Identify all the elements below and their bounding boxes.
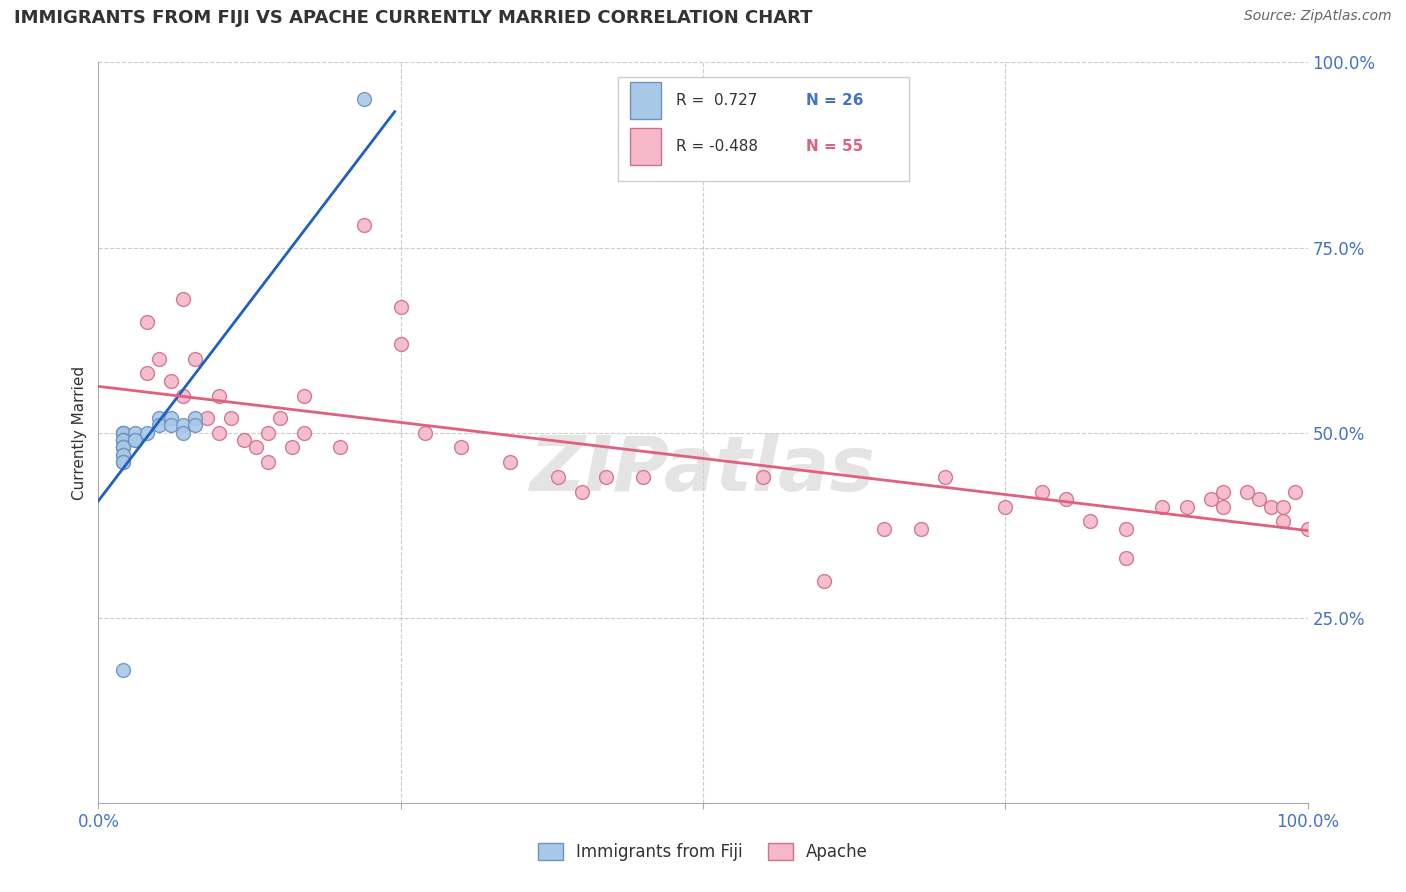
- Text: ZIPatlas: ZIPatlas: [530, 433, 876, 507]
- Point: [232, 433, 254, 447]
- Point: [1249, 492, 1271, 507]
- Point: [292, 388, 315, 402]
- Point: [111, 425, 134, 440]
- Point: [1078, 515, 1101, 529]
- Point: [208, 388, 231, 402]
- Point: [195, 410, 218, 425]
- Text: N = 55: N = 55: [806, 139, 863, 154]
- Point: [1212, 500, 1234, 514]
- Point: [934, 470, 956, 484]
- Y-axis label: Currently Married: Currently Married: [72, 366, 87, 500]
- Point: [111, 433, 134, 447]
- Point: [269, 410, 291, 425]
- Point: [631, 470, 654, 484]
- Point: [148, 410, 170, 425]
- Point: [184, 351, 207, 366]
- Point: [547, 470, 569, 484]
- Point: [172, 425, 194, 440]
- Point: [1272, 515, 1295, 529]
- Point: [148, 351, 170, 366]
- Point: [571, 484, 593, 499]
- Text: IMMIGRANTS FROM FIJI VS APACHE CURRENTLY MARRIED CORRELATION CHART: IMMIGRANTS FROM FIJI VS APACHE CURRENTLY…: [14, 9, 813, 27]
- Point: [135, 367, 157, 381]
- Point: [111, 455, 134, 469]
- Point: [135, 314, 157, 328]
- Text: R = -0.488: R = -0.488: [676, 139, 758, 154]
- Text: Source: ZipAtlas.com: Source: ZipAtlas.com: [1244, 9, 1392, 23]
- Point: [1260, 500, 1282, 514]
- Point: [281, 441, 304, 455]
- Point: [873, 522, 896, 536]
- Point: [160, 410, 183, 425]
- Point: [111, 663, 134, 677]
- Point: [111, 455, 134, 469]
- Point: [353, 219, 375, 233]
- Point: [1284, 484, 1306, 499]
- Point: [184, 418, 207, 433]
- Point: [111, 448, 134, 462]
- Point: [111, 448, 134, 462]
- FancyBboxPatch shape: [619, 78, 908, 181]
- Point: [389, 300, 412, 314]
- Point: [1236, 484, 1258, 499]
- Point: [124, 425, 146, 440]
- Point: [498, 455, 520, 469]
- FancyBboxPatch shape: [630, 82, 661, 119]
- Point: [111, 433, 134, 447]
- Point: [1199, 492, 1222, 507]
- Point: [208, 425, 231, 440]
- Point: [160, 418, 183, 433]
- Point: [111, 425, 134, 440]
- Point: [1031, 484, 1053, 499]
- Point: [450, 441, 472, 455]
- Point: [329, 441, 352, 455]
- Point: [256, 425, 278, 440]
- Point: [245, 441, 267, 455]
- Point: [172, 418, 194, 433]
- Legend: Immigrants from Fiji, Apache: Immigrants from Fiji, Apache: [538, 843, 868, 861]
- Point: [1272, 500, 1295, 514]
- Point: [1212, 484, 1234, 499]
- Point: [752, 470, 775, 484]
- Point: [1152, 500, 1174, 514]
- Point: [160, 374, 183, 388]
- Point: [1115, 522, 1137, 536]
- FancyBboxPatch shape: [630, 128, 661, 165]
- Point: [994, 500, 1017, 514]
- Point: [111, 441, 134, 455]
- Point: [124, 433, 146, 447]
- Point: [413, 425, 436, 440]
- Point: [292, 425, 315, 440]
- Point: [256, 455, 278, 469]
- Point: [172, 388, 194, 402]
- Point: [111, 425, 134, 440]
- Point: [221, 410, 243, 425]
- Point: [111, 433, 134, 447]
- Point: [111, 433, 134, 447]
- Point: [1175, 500, 1198, 514]
- Point: [111, 441, 134, 455]
- Text: N = 26: N = 26: [806, 93, 863, 108]
- Point: [910, 522, 932, 536]
- Point: [1115, 551, 1137, 566]
- Point: [595, 470, 617, 484]
- Point: [184, 410, 207, 425]
- Point: [111, 425, 134, 440]
- Text: R =  0.727: R = 0.727: [676, 93, 758, 108]
- Point: [148, 418, 170, 433]
- Point: [1296, 522, 1319, 536]
- Point: [172, 293, 194, 307]
- Point: [135, 425, 157, 440]
- Point: [124, 433, 146, 447]
- Point: [813, 574, 835, 588]
- Point: [353, 92, 375, 106]
- Point: [389, 336, 412, 351]
- Point: [111, 441, 134, 455]
- Point: [1054, 492, 1077, 507]
